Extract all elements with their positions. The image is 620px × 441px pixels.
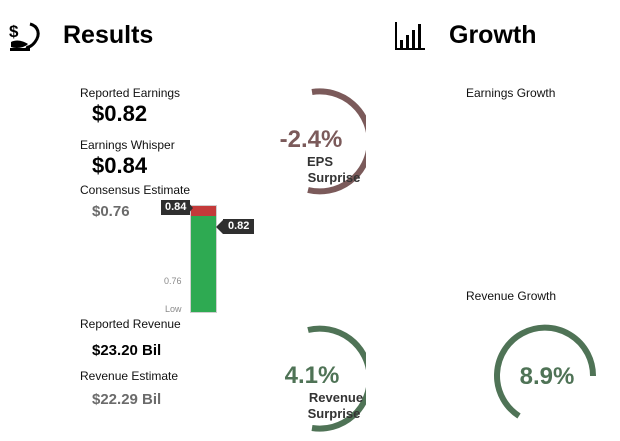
revenue-growth-value: 8.9% <box>520 363 575 390</box>
revenue-surprise-label-1: Revenue <box>309 390 363 405</box>
reported-revenue-label: Reported Revenue <box>80 317 181 331</box>
eps-surprise-value: -2.4% <box>280 126 343 153</box>
results-title: Results <box>63 21 154 49</box>
earnings-growth-label: Earnings Growth <box>466 86 556 100</box>
money-hand-icon: $ <box>9 22 40 51</box>
eps-surprise-gauge: -2.4% EPS Surprise <box>258 88 373 196</box>
revenue-surprise-gauge: 4.1% Revenue Surprise <box>258 324 373 432</box>
earnings-bar-miss <box>191 206 216 216</box>
low-tick-label: Low <box>165 304 182 314</box>
consensus-estimate-label: Consensus Estimate <box>80 183 191 197</box>
revenue-estimate-value: $22.29 Bil <box>92 391 162 408</box>
revenue-growth-gauge: 8.9% <box>493 320 601 428</box>
reported-tag: 0.82 <box>223 219 255 234</box>
revenue-growth-arc <box>494 324 597 419</box>
results-icon: $ <box>8 20 44 52</box>
revenue-growth-label: Revenue Growth <box>466 289 557 303</box>
earnings-whisper-label: Earnings Whisper <box>80 138 175 152</box>
consensus-tick-label: 0.76 <box>164 276 182 286</box>
svg-text:$: $ <box>9 22 19 41</box>
revenue-estimate-label: Revenue Estimate <box>80 369 179 383</box>
revenue-surprise-label-2: Surprise <box>308 406 361 421</box>
reported-earnings-value: $0.82 <box>92 101 148 126</box>
reported-tag-pointer <box>216 220 223 234</box>
whisper-tag-pointer <box>188 202 193 214</box>
earnings-bar-track <box>190 205 217 313</box>
consensus-estimate-value: $0.76 <box>92 203 130 220</box>
eps-surprise-label-1: EPS <box>307 154 333 169</box>
eps-surprise-label-2: Surprise <box>308 170 361 185</box>
earnings-bar-beat <box>191 215 216 312</box>
bar-chart-icon <box>395 22 425 50</box>
revenue-surprise-value: 4.1% <box>285 362 340 389</box>
reported-revenue-value: $23.20 Bil <box>92 342 162 359</box>
whisper-tag: 0.84 <box>161 200 191 215</box>
reported-earnings-label: Reported Earnings <box>80 86 181 100</box>
growth-title: Growth <box>449 21 537 49</box>
earnings-whisper-value: $0.84 <box>92 153 148 178</box>
growth-icon <box>393 20 427 52</box>
